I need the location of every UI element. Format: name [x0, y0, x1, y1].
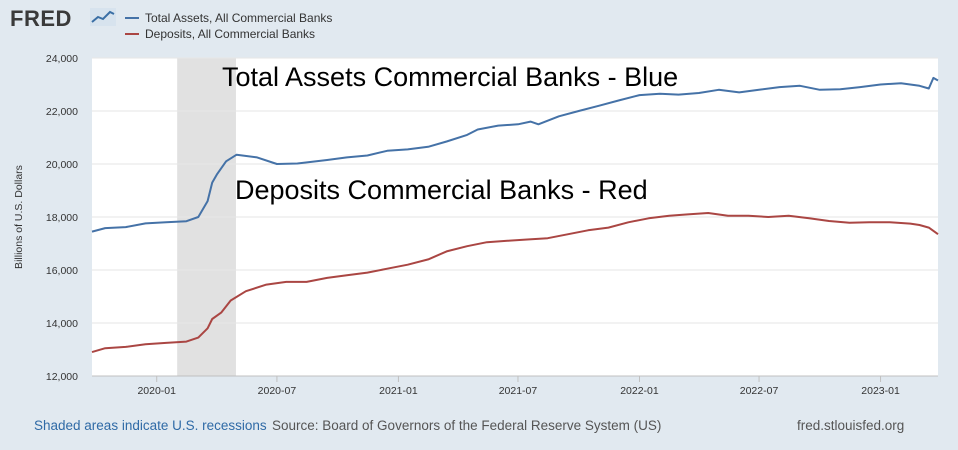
- x-tick-label: 2022-07: [740, 385, 779, 397]
- y-tick-label: 14,000: [46, 318, 78, 330]
- x-tick-label: 2022-01: [620, 385, 659, 397]
- legend-item-deposits[interactable]: Deposits, All Commercial Banks: [125, 27, 315, 41]
- chart-header: FRED Total Assets, All Commercial Banks …: [0, 0, 958, 48]
- legend-label: Deposits, All Commercial Banks: [145, 27, 316, 41]
- annotation-total-assets: Total Assets Commercial Banks - Blue: [222, 62, 678, 92]
- y-tick-label: 24,000: [46, 53, 78, 65]
- legend-swatch-red: [125, 33, 139, 35]
- recessions-link[interactable]: Shaded areas indicate U.S. recessions: [34, 418, 267, 433]
- series-line-total-assets[interactable]: [91, 76, 939, 233]
- y-tick-label: 22,000: [46, 106, 78, 118]
- x-tick-label: 2020-07: [258, 385, 297, 397]
- y-tick-label: 20,000: [46, 159, 78, 171]
- legend-swatch-blue: [125, 17, 139, 19]
- legend-item-total-assets[interactable]: Total Assets, All Commercial Banks: [125, 11, 332, 25]
- trend-line-icon: [90, 8, 116, 26]
- line-chart[interactable]: 12,000 14,000 16,000 18,000 20,000 22,000 24,0…: [0, 0, 958, 410]
- fred-logo[interactable]: FRED: [10, 6, 72, 31]
- series-line-deposits[interactable]: [91, 212, 939, 354]
- y-axis-label: Billions of U.S. Dollars: [13, 165, 25, 269]
- x-tick-label: 2021-07: [499, 385, 538, 397]
- y-tick-label: 16,000: [46, 265, 78, 277]
- y-tick-label: 18,000: [46, 212, 78, 224]
- legend-label: Total Assets, All Commercial Banks: [145, 11, 333, 25]
- source-text: Source: Board of Governors of the Federa…: [272, 418, 662, 433]
- annotation-deposits: Deposits Commercial Banks - Red: [235, 175, 648, 205]
- x-axis: 2020-01 2020-07 2021-01 2021-07 2022-01 2022-…: [92, 375, 938, 397]
- x-tick-label: 2020-01: [137, 385, 176, 397]
- y-axis: 12,000 14,000 16,000 18,000 20,000 22,000 24,0…: [46, 53, 78, 383]
- x-tick-label: 2023-01: [861, 385, 900, 397]
- y-tick-label: 12,000: [46, 371, 78, 383]
- x-tick-label: 2021-01: [379, 385, 418, 397]
- fred-url-link[interactable]: fred.stlouisfed.org: [797, 418, 905, 433]
- series-lines: [91, 76, 939, 354]
